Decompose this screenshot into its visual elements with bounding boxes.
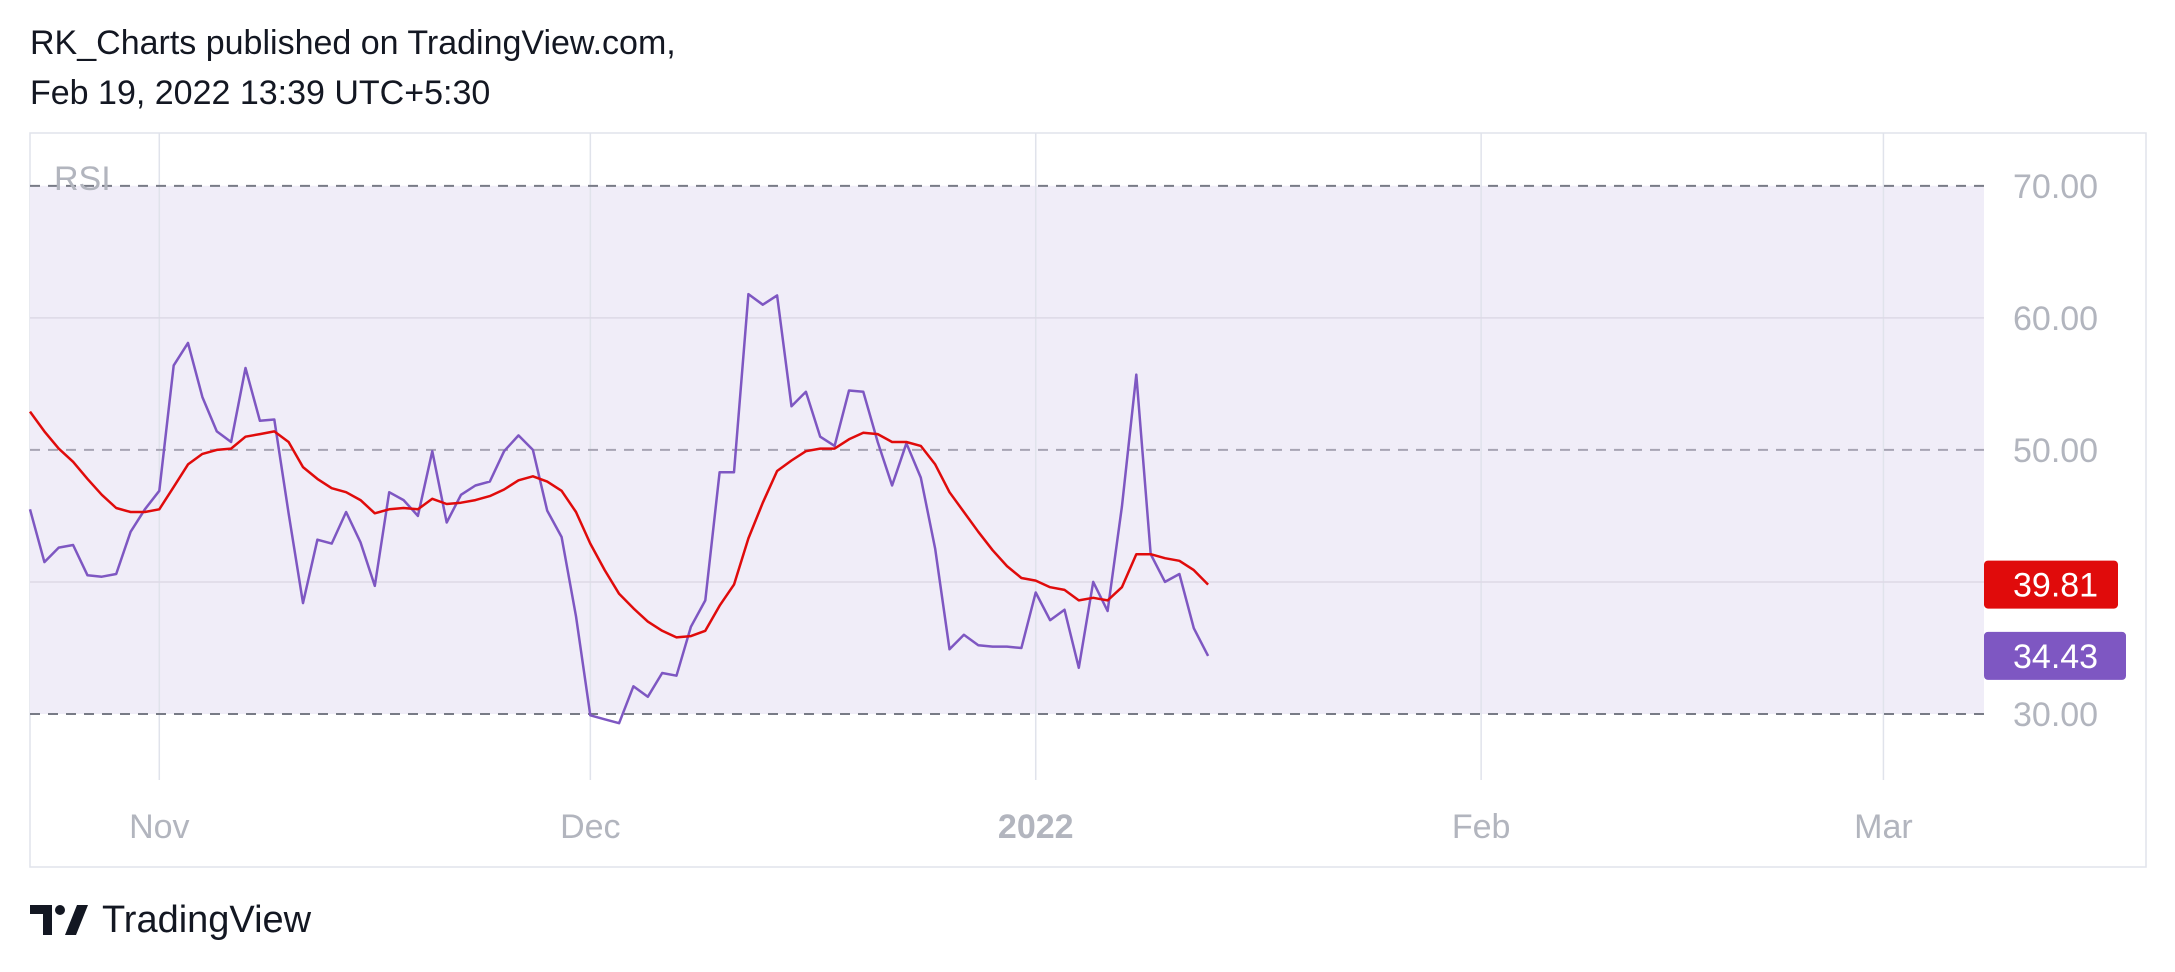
indicator-label: RSI <box>54 160 111 198</box>
rsi-band-lines <box>30 184 1984 715</box>
y-axis-ticks: 70.00 60.00 50.00 30.00 <box>2013 168 2098 734</box>
y-tick-label: 50.00 <box>2013 432 2098 470</box>
publisher-line: RK_Charts published on TradingView.com, <box>30 24 676 62</box>
x-tick-label: Feb <box>1452 808 1511 846</box>
tradingview-logo-icon <box>30 905 88 935</box>
tradingview-brand-text: TradingView <box>102 898 312 941</box>
series-lines <box>28 292 1210 725</box>
x-tick-label: Dec <box>560 808 620 846</box>
footer: TradingView <box>30 895 311 945</box>
y-tick-label: 30.00 <box>2013 696 2098 734</box>
rsi-ma-last-value-text: 39.81 <box>2013 567 2098 605</box>
x-axis-ticks: Nov Dec 2022 Feb Mar <box>129 808 1913 846</box>
rsi-last-value-badge <box>1984 631 2126 680</box>
publish-date-line: Feb 19, 2022 13:39 UTC+5:30 <box>30 74 491 112</box>
chart-header: RK_Charts published on TradingView.com, … <box>30 18 676 118</box>
y-tick-label: 70.00 <box>2013 168 2098 206</box>
y-tick-label: 60.00 <box>2013 300 2098 338</box>
horizontal-gridlines <box>30 317 1984 583</box>
rsi-last-value-text: 34.43 <box>2013 638 2098 676</box>
x-tick-label: 2022 <box>998 808 1074 846</box>
x-tick-label: Nov <box>129 808 189 846</box>
rsi-ma-last-value-badge <box>1984 560 2118 609</box>
rsi-ma-line <box>28 410 1209 639</box>
last-value-labels: 34.43 39.81 <box>1984 560 2126 680</box>
vertical-gridlines <box>158 133 1885 780</box>
x-tick-label: Mar <box>1854 808 1913 846</box>
rsi-line <box>28 292 1210 725</box>
